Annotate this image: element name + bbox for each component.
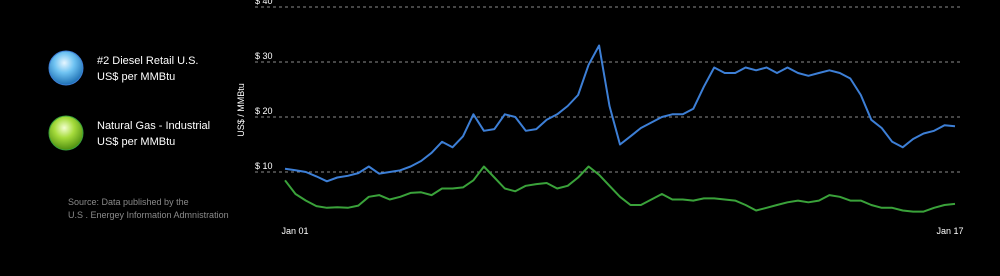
legend-label: Natural Gas - Industrial <box>97 120 210 132</box>
x-tick-label: Jan 17 <box>936 226 963 236</box>
source-line: U.S . Energey Information Admnistration <box>68 210 229 220</box>
legend-marker <box>48 50 84 86</box>
series-line <box>284 165 956 213</box>
legend-unit: US$ per MMBtu <box>97 71 175 83</box>
series-line <box>284 44 956 183</box>
y-tick-label: $ 40 <box>255 0 273 6</box>
x-tick-label: Jan 01 <box>281 226 308 236</box>
legend-label: #2 Diesel Retail U.S. <box>97 55 199 67</box>
y-tick-label: $ 30 <box>255 51 273 61</box>
legend-unit: US$ per MMBtu <box>97 136 175 148</box>
y-tick-label: $ 20 <box>255 106 273 116</box>
legend-marker <box>48 115 84 151</box>
y-axis-title: US$ / MMBtu <box>236 83 246 137</box>
y-tick-label: $ 10 <box>255 161 273 171</box>
source-line: Source: Data published by the <box>68 197 189 207</box>
